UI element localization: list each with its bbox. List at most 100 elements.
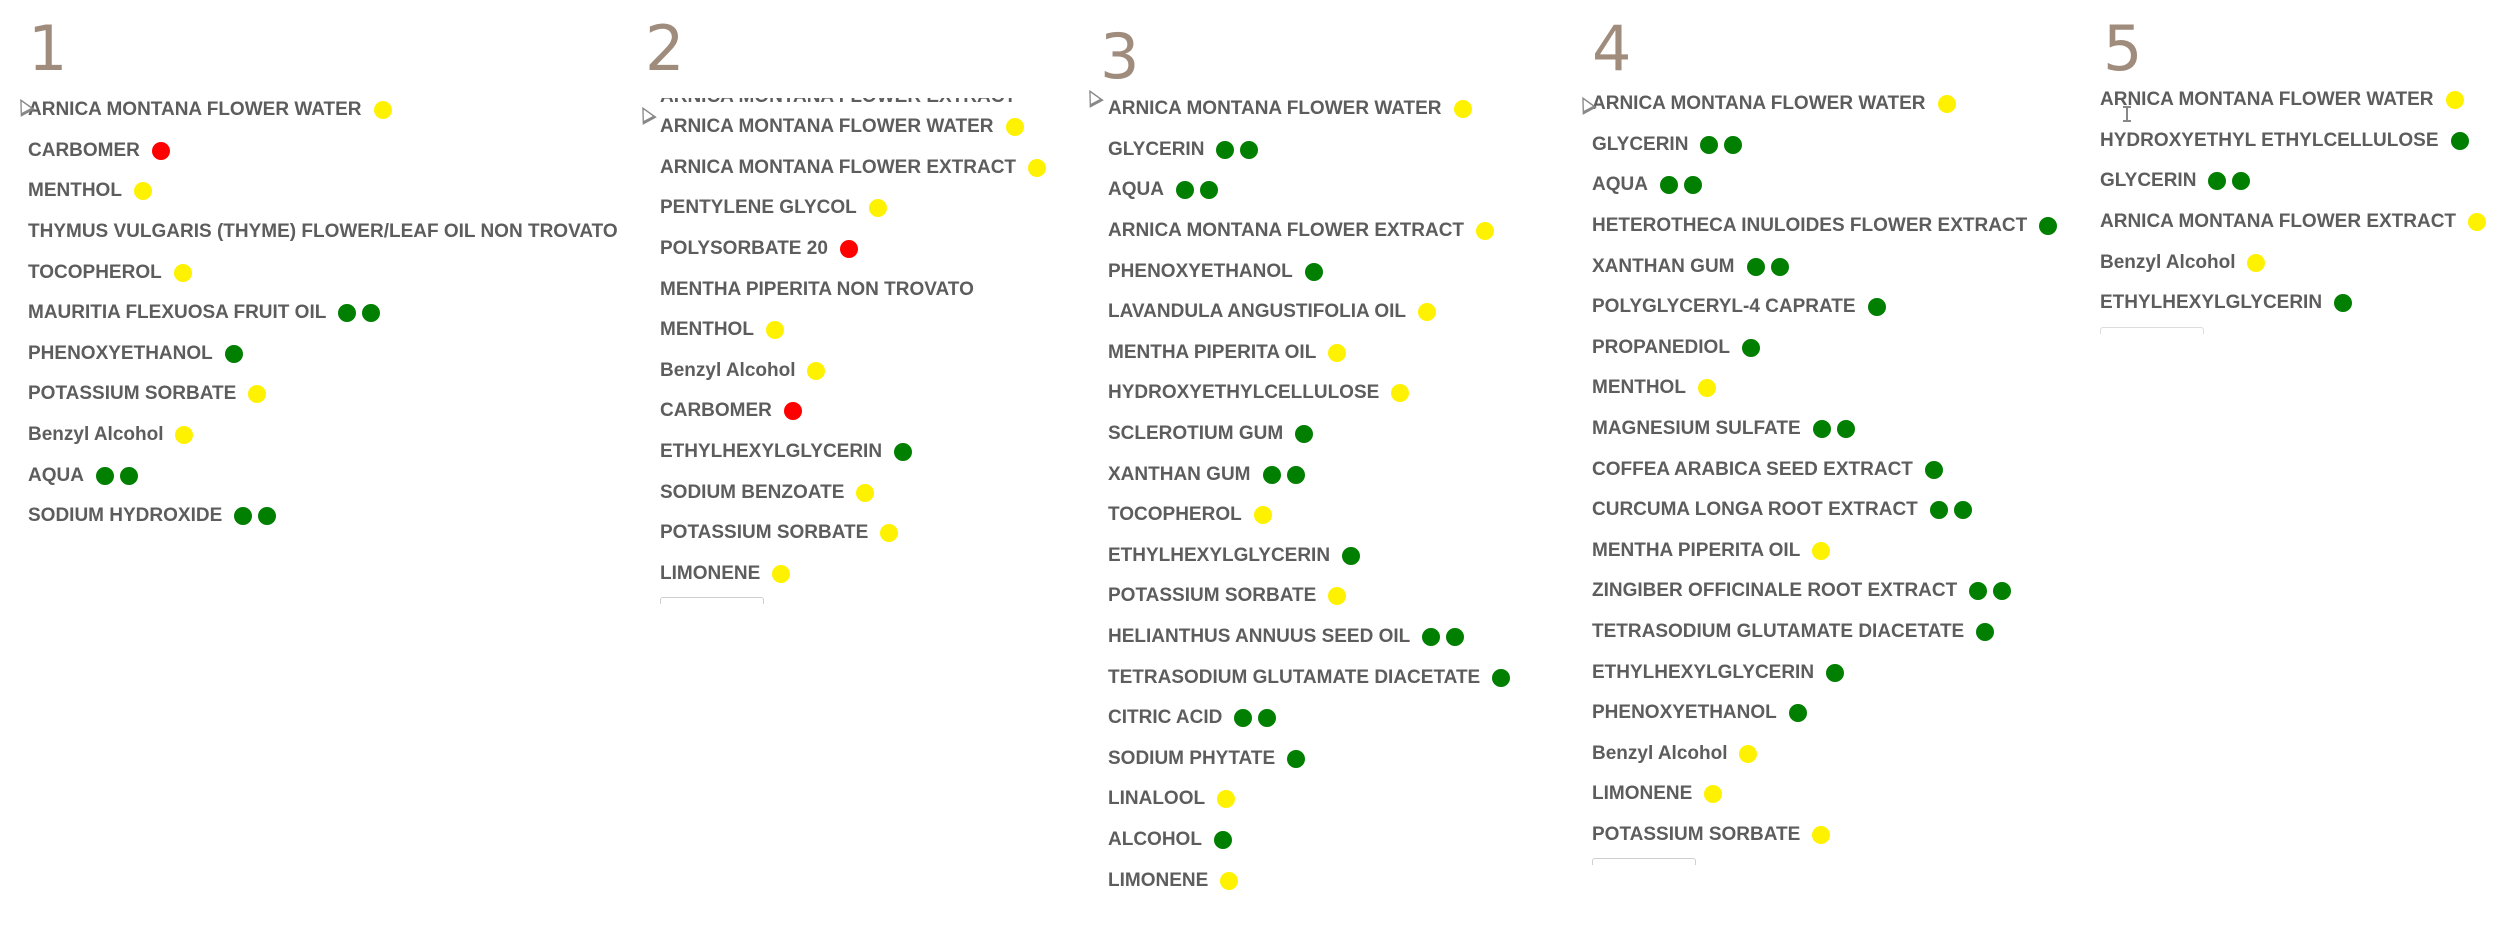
rating-dots xyxy=(1281,749,1306,768)
ingredient-name: PROPANEDIOL xyxy=(1592,336,1730,358)
ingredient-item[interactable]: PENTYLENE GLYCOL xyxy=(660,188,1046,229)
ingredient-item[interactable]: LINALOOL xyxy=(1108,779,1510,820)
rating-dots xyxy=(2328,294,2353,313)
ingredient-list[interactable]: ARNICA MONTANA FLOWER WATER GLYCERIN AQUA A… xyxy=(1108,89,1511,901)
ingredient-item[interactable]: ARNICA MONTANA FLOWER EXTRACT xyxy=(2100,202,2487,243)
ingredient-item[interactable]: ARNICA MONTANA FLOWER WATER xyxy=(28,90,618,131)
ingredient-item[interactable]: Benzyl Alcohol xyxy=(2100,242,2486,283)
ingredient-item[interactable]: CURCUMA LONGA ROOT EXTRACT xyxy=(1592,490,2057,531)
ingredient-item[interactable]: THYMUS VULGARIS (THYME) FLOWER/LEAF OIL … xyxy=(28,212,618,253)
ingredient-item[interactable]: MENTHOL xyxy=(660,310,1046,351)
yellow-dot-icon xyxy=(1937,95,1956,114)
rating-dots xyxy=(1299,262,1323,281)
ingredient-item[interactable]: GLYCERIN xyxy=(1592,125,2057,166)
green-dot-icon xyxy=(2334,294,2353,313)
ingredient-item[interactable]: SODIUM BENZOATE xyxy=(660,472,1046,513)
ingredient-item[interactable]: POTASSIUM SORBATE xyxy=(1592,815,2057,856)
green-dot-icon xyxy=(1286,465,1305,484)
ingredient-item[interactable]: CARBOMER xyxy=(28,131,618,172)
ingredient-item[interactable]: CITRIC ACID xyxy=(1108,698,1510,739)
ingredient-item[interactable]: MAGNESIUM SULFATE xyxy=(1592,409,2057,450)
ingredient-item[interactable]: PROPANEDIOL xyxy=(1592,328,2057,369)
ingredient-item[interactable]: POTASSIUM SORBATE xyxy=(1108,576,1510,617)
ingredient-item[interactable]: Benzyl Alcohol xyxy=(28,415,618,456)
ingredient-item[interactable]: MENTHOL xyxy=(1592,368,2057,409)
ingredient-item[interactable]: SODIUM HYDROXIDE xyxy=(28,496,618,537)
rating-dots xyxy=(2440,91,2464,110)
ingredient-item[interactable]: COFFEA ARABICA SEED EXTRACT xyxy=(1592,449,2057,490)
ingredient-item[interactable]: HYDROXYETHYL ETHYLCELLULOSE xyxy=(2100,121,2486,162)
ingredient-item[interactable]: TOCOPHEROL xyxy=(28,252,618,293)
rating-dots xyxy=(1736,338,1760,357)
ingredient-name: LAVANDULA ANGUSTIFOLIA OIL xyxy=(1108,301,1406,323)
ingredient-item[interactable]: MENTHA PIPERITA OIL xyxy=(1108,333,1510,374)
ingredient-item[interactable]: Benzyl Alcohol xyxy=(1592,734,2057,775)
ingredient-item[interactable]: PHENOXYETHANOL xyxy=(28,334,618,375)
ingredient-item[interactable]: Benzyl Alcohol xyxy=(660,351,1046,392)
ingredient-item[interactable]: ARNICA MONTANA FLOWER WATER xyxy=(660,107,1046,148)
ingredient-item[interactable]: LIMONENE xyxy=(660,554,1046,595)
ingredient-item[interactable]: TETRASODIUM GLUTAMATE DIACETATE xyxy=(1592,612,2057,653)
ingredient-item[interactable]: ETHYLHEXYLGLYCERIN xyxy=(1108,536,1510,577)
ingredient-item[interactable]: GLYCERIN xyxy=(2100,161,2486,202)
ingredient-item[interactable]: AQUA xyxy=(28,455,618,496)
ingredient-item[interactable]: ARNICA MONTANA FLOWER WATER xyxy=(2100,80,2486,121)
ingredient-item[interactable]: ALCOHOL xyxy=(1108,820,1510,861)
ingredient-item[interactable]: XANTHAN GUM xyxy=(1592,246,2057,287)
green-dot-icon xyxy=(1262,465,1281,484)
ingredient-item[interactable]: ETHYLHEXYLGLYCERIN xyxy=(2100,283,2486,324)
ingredient-item[interactable]: ARNICA MONTANA FLOWER WATER xyxy=(1108,89,1510,130)
ingredient-item[interactable]: LAVANDULA ANGUSTIFOLIA OIL xyxy=(1108,292,1510,333)
rating-dots xyxy=(1448,100,1472,119)
clipped-list-item: ARNICA MONTANA FLOWER EXTRACT xyxy=(660,98,1020,106)
ingredient-item[interactable]: POLYSORBATE 20 xyxy=(660,229,1046,270)
yellow-dot-icon xyxy=(2468,213,2487,232)
ingredient-item[interactable]: PHENOXYETHANOL xyxy=(1108,251,1510,292)
yellow-dot-icon xyxy=(807,361,826,380)
scrollbar-thumb[interactable] xyxy=(1592,858,1696,865)
ingredient-item[interactable]: LIMONENE xyxy=(1592,774,2057,815)
ingredient-item[interactable]: MENTHA PIPERITA NON TROVATO xyxy=(660,269,1046,310)
ingredient-list[interactable]: ARNICA MONTANA FLOWER WATER ARNICA MONTAN… xyxy=(660,107,1047,595)
ingredient-list[interactable]: ARNICA MONTANA FLOWER WATER CARBOMER MENTH… xyxy=(28,90,618,537)
ingredient-item[interactable]: PHENOXYETHANOL xyxy=(1592,693,2057,734)
ingredient-item[interactable]: MAURITIA FLEXUOSA FRUIT OIL xyxy=(28,293,618,334)
yellow-dot-icon xyxy=(1253,506,1272,525)
ingredient-item[interactable]: SCLEROTIUM GUM xyxy=(1108,414,1510,455)
scrollbar-thumb[interactable] xyxy=(660,597,764,604)
ingredient-item[interactable]: HETEROTHECA INULOIDES FLOWER EXTRACT xyxy=(1592,206,2058,247)
yellow-dot-icon xyxy=(133,182,152,201)
rating-dots xyxy=(1210,140,1259,159)
ingredient-item[interactable]: ETHYLHEXYLGLYCERIN xyxy=(660,432,1046,473)
ingredient-item[interactable]: POLYGLYCERYL-4 CAPRATE xyxy=(1592,287,2057,328)
ingredient-item[interactable]: TETRASODIUM GLUTAMATE DIACETATE xyxy=(1108,657,1511,698)
rating-dots xyxy=(1289,425,1314,444)
ingredient-item[interactable]: POTASSIUM SORBATE xyxy=(660,513,1046,554)
rating-dots xyxy=(1208,830,1232,849)
ingredient-item[interactable]: AQUA xyxy=(1108,170,1510,211)
yellow-dot-icon xyxy=(1476,222,1495,241)
ingredient-item[interactable]: SODIUM PHYTATE xyxy=(1108,739,1510,780)
green-dot-icon xyxy=(1924,460,1943,479)
ingredient-name: ETHYLHEXYLGLYCERIN xyxy=(660,441,883,463)
ingredient-item[interactable]: ETHYLHEXYLGLYCERIN xyxy=(1592,652,2057,693)
ingredient-item[interactable]: GLYCERIN xyxy=(1108,130,1510,171)
ingredient-item[interactable]: ARNICA MONTANA FLOWER EXTRACT xyxy=(660,148,1047,189)
ingredient-list[interactable]: ARNICA MONTANA FLOWER WATER GLYCERIN AQUA H… xyxy=(1592,84,2058,856)
ingredient-item[interactable]: XANTHAN GUM xyxy=(1108,454,1510,495)
ingredient-item[interactable]: LIMONENE xyxy=(1108,860,1510,901)
ingredient-item[interactable]: HELIANTHUS ANNUUS SEED OIL xyxy=(1108,617,1510,658)
ingredient-item[interactable]: MENTHA PIPERITA OIL xyxy=(1592,531,2057,572)
ingredient-item[interactable]: ARNICA MONTANA FLOWER WATER xyxy=(1592,84,2057,125)
ingredient-item[interactable]: ZINGIBER OFFICINALE ROOT EXTRACT xyxy=(1592,571,2057,612)
ingredient-item[interactable]: AQUA xyxy=(1592,165,2057,206)
ingredient-item[interactable]: HYDROXYETHYLCELLULOSE xyxy=(1108,373,1510,414)
green-dot-icon xyxy=(1953,501,1972,520)
ingredient-item[interactable]: CARBOMER xyxy=(660,391,1046,432)
ingredient-item[interactable]: MENTHOL xyxy=(28,171,618,212)
ingredient-item[interactable]: TOCOPHEROL xyxy=(1108,495,1510,536)
ingredient-item[interactable]: POTASSIUM SORBATE xyxy=(28,374,618,415)
scrollbar-thumb[interactable] xyxy=(2100,327,2204,334)
ingredient-item[interactable]: ARNICA MONTANA FLOWER EXTRACT xyxy=(1108,211,1510,252)
ingredient-list[interactable]: ARNICA MONTANA FLOWER WATER HYDROXYETHYL … xyxy=(2100,80,2487,324)
